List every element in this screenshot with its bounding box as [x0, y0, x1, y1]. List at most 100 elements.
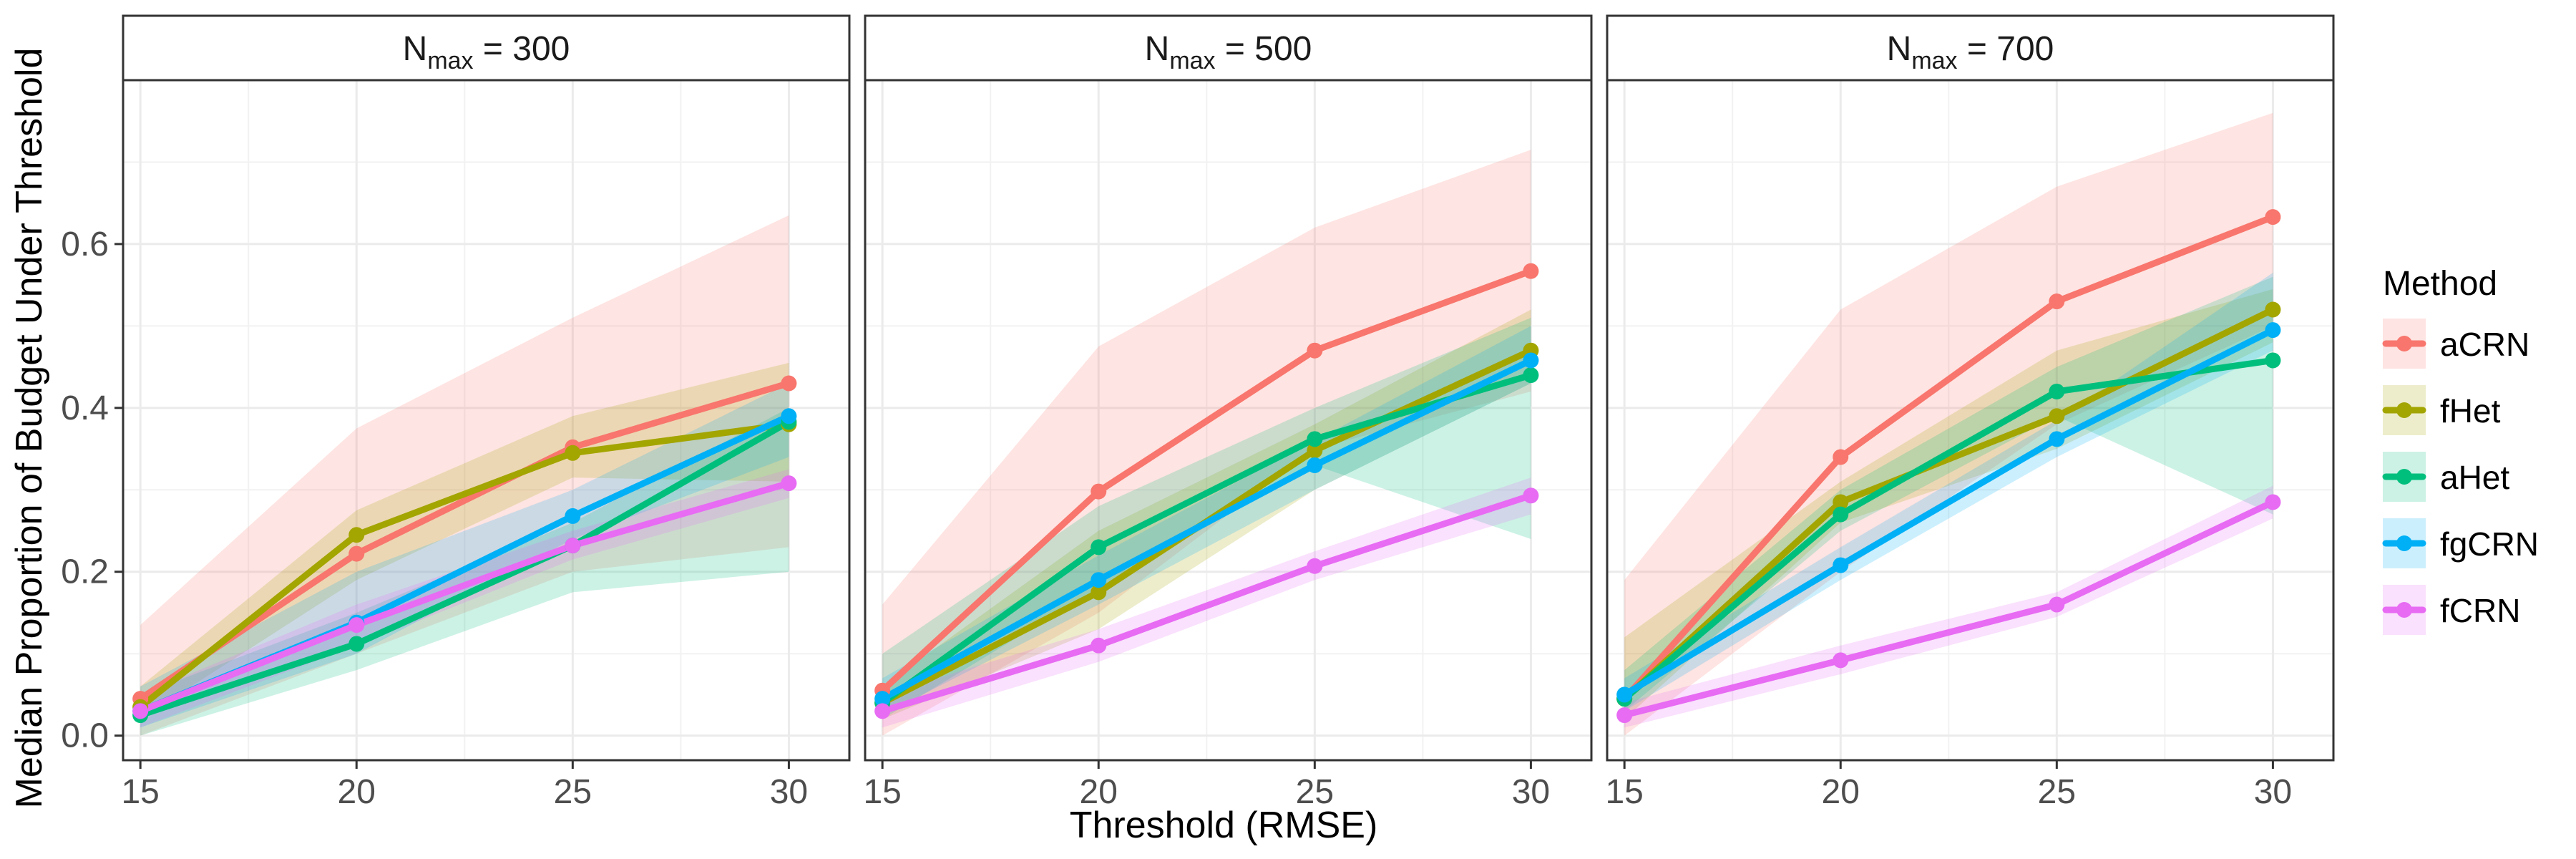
x-tick-label: 30: [770, 773, 808, 811]
data-point-fHet: [1833, 494, 1849, 510]
legend-key-point: [2396, 535, 2412, 551]
data-point-fgCRN: [1523, 352, 1539, 369]
data-point-aCRN: [1091, 483, 1107, 500]
data-point-aHet: [2265, 352, 2281, 369]
x-tick-label: 20: [1080, 773, 1118, 811]
data-point-fgCRN: [874, 691, 891, 707]
x-tick-label: 25: [554, 773, 592, 811]
x-tick-label: 15: [863, 773, 901, 811]
panel-border: [1606, 79, 2335, 762]
facet-strip: [122, 14, 851, 82]
facet-strip-main: N: [1145, 30, 1170, 68]
facet-strip-main: N: [1887, 30, 1912, 68]
facet-strip-label: Nmax = 300: [403, 30, 570, 74]
data-point-fCRN: [1091, 637, 1107, 654]
facet-strip-sub: max: [1169, 47, 1215, 74]
legend-label-aHet: aHet: [2440, 459, 2509, 496]
data-point-aHet: [1307, 431, 1323, 447]
x-tick-label: 20: [1822, 773, 1860, 811]
x-axis-title: Threshold (RMSE): [1070, 805, 1378, 846]
data-point-aHet: [1833, 506, 1849, 523]
data-point-aHet: [348, 636, 365, 652]
data-point-aHet: [2049, 383, 2065, 399]
series-line-fCRN: [879, 492, 1534, 714]
data-point-fgCRN: [1833, 557, 1849, 573]
legend-item-fgCRN: fgCRN: [2382, 518, 2539, 568]
series-line-fgCRN: [879, 356, 1534, 702]
ribbon-fCRN: [1624, 485, 2273, 728]
legend-label-fCRN: fCRN: [2440, 592, 2520, 629]
facet-panel: Nmax = 500 15 20 25 30: [863, 14, 1593, 811]
data-point-fHet: [1307, 442, 1323, 459]
data-point-aCRN: [1833, 449, 1849, 465]
data-point-aCRN: [2265, 209, 2281, 225]
legend-key-point: [2396, 336, 2412, 351]
x-tick-label: 20: [338, 773, 376, 811]
data-point-fgCRN: [565, 508, 581, 524]
data-point-fgCRN: [2049, 431, 2065, 447]
series-line-aCRN: [1621, 213, 2276, 702]
data-point-fgCRN: [781, 408, 797, 424]
data-point-fCRN: [874, 703, 891, 719]
legend-item-fCRN: fCRN: [2382, 585, 2520, 635]
x-tick-label: 30: [2254, 773, 2292, 811]
data-point-fCRN: [1307, 558, 1323, 574]
data-point-aCRN: [781, 375, 797, 392]
legend-key-point: [2396, 402, 2412, 418]
legend-item-aCRN: aCRN: [2382, 319, 2529, 369]
legend: Method aCRN fHet aHet fgCRN fCRN: [2382, 265, 2539, 635]
facet-strip-label: Nmax = 700: [1887, 30, 2054, 74]
data-point-fCRN: [1833, 652, 1849, 669]
series-line-aCRN: [137, 379, 792, 702]
data-point-fgCRN: [2265, 322, 2281, 339]
facet-strip-value: = 500: [1216, 30, 1312, 68]
data-point-aCRN: [1523, 263, 1539, 279]
plot-area: [123, 80, 849, 760]
data-point-fCRN: [1616, 707, 1633, 724]
facet-strip: [864, 14, 1593, 82]
ribbon-aCRN: [140, 215, 789, 736]
series-line-aHet: [879, 372, 1534, 707]
legend-title: Method: [2383, 265, 2497, 303]
facet-strip-value: = 300: [474, 30, 570, 68]
facet-strip: [1606, 14, 2335, 82]
legend-label-fgCRN: fgCRN: [2440, 525, 2539, 563]
series-line-aHet: [137, 418, 792, 719]
series-line-fHet: [137, 421, 792, 711]
ribbon-fHet: [140, 362, 789, 719]
data-point-fCRN: [348, 617, 365, 634]
ribbon-fHet: [1624, 288, 2273, 719]
ribbon-aCRN: [1624, 112, 2273, 736]
data-point-fHet: [1091, 584, 1107, 601]
legend-item-aHet: aHet: [2382, 452, 2509, 502]
series-line-fgCRN: [1621, 326, 2276, 698]
data-point-aCRN: [348, 545, 365, 562]
data-point-fgCRN: [1091, 572, 1107, 588]
legend-label-fHet: fHet: [2440, 392, 2501, 430]
panels-group: Nmax = 300 15 20 25 30 0.0 0.2 0.4 0.6 Nmax = 500…: [61, 14, 2335, 811]
panel-border: [122, 79, 851, 762]
data-point-fHet: [348, 527, 365, 543]
y-tick-label: 0.0: [61, 717, 109, 755]
legend-key-point: [2396, 602, 2412, 618]
facet-panel: Nmax = 700 15 20 25 30: [1605, 14, 2335, 811]
legend-label-aCRN: aCRN: [2440, 326, 2529, 363]
x-tick-label: 15: [1605, 773, 1643, 811]
series-line-fCRN: [137, 480, 792, 714]
data-point-fCRN: [1523, 487, 1539, 504]
y-tick-label: 0.2: [61, 553, 109, 591]
data-point-fCRN: [781, 475, 797, 492]
legend-key-point: [2396, 469, 2412, 485]
facet-strip-label: Nmax = 500: [1145, 30, 1312, 74]
y-tick-label: 0.4: [61, 389, 109, 427]
data-point-fHet: [565, 445, 581, 461]
series-line-aHet: [1621, 356, 2276, 702]
legend-item-fHet: fHet: [2382, 385, 2501, 435]
data-point-fgCRN: [1307, 457, 1323, 473]
data-point-aHet: [1091, 539, 1107, 555]
y-tick-label: 0.6: [61, 225, 109, 263]
x-tick-label: 25: [1296, 773, 1334, 811]
data-point-fCRN: [132, 703, 149, 719]
ribbon-fgCRN: [1624, 272, 2273, 712]
